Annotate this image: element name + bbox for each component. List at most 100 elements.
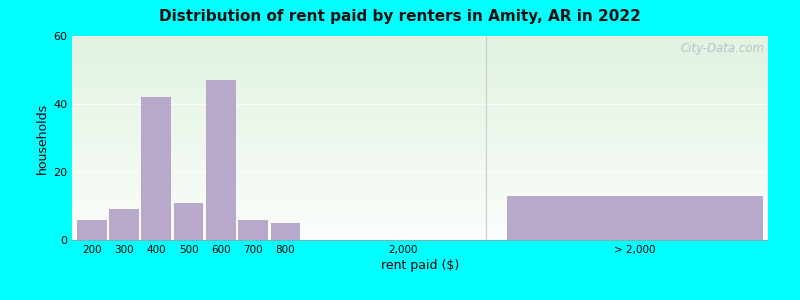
Bar bbox=[72, 123, 768, 124]
Bar bbox=[72, 110, 768, 111]
Bar bbox=[72, 131, 768, 133]
Bar bbox=[72, 207, 768, 209]
Bar bbox=[72, 156, 768, 157]
Bar bbox=[72, 127, 768, 128]
Bar bbox=[72, 225, 768, 226]
Bar bbox=[72, 96, 768, 97]
Bar bbox=[72, 215, 768, 217]
Bar bbox=[72, 186, 768, 187]
Bar bbox=[72, 88, 768, 89]
Bar bbox=[72, 218, 768, 220]
Bar bbox=[72, 232, 768, 233]
Bar bbox=[72, 195, 768, 196]
Bar bbox=[72, 44, 768, 46]
Bar bbox=[72, 238, 768, 240]
Bar bbox=[72, 69, 768, 70]
Bar bbox=[72, 63, 768, 64]
Bar bbox=[72, 226, 768, 228]
Bar bbox=[72, 56, 768, 58]
Bar bbox=[72, 52, 768, 54]
Bar bbox=[72, 104, 768, 105]
Bar bbox=[72, 158, 768, 160]
Bar bbox=[72, 46, 768, 47]
Bar bbox=[72, 82, 768, 84]
Bar bbox=[72, 61, 768, 62]
Bar bbox=[72, 157, 768, 158]
Bar bbox=[72, 41, 768, 43]
Bar bbox=[72, 55, 768, 56]
Bar bbox=[72, 205, 768, 206]
Bar bbox=[72, 176, 768, 177]
Bar bbox=[72, 233, 768, 235]
Bar bbox=[72, 64, 768, 66]
Bar bbox=[72, 214, 768, 215]
Bar bbox=[72, 77, 768, 78]
Bar bbox=[77, 220, 106, 240]
Bar bbox=[72, 184, 768, 186]
Bar bbox=[72, 66, 768, 67]
Bar bbox=[72, 48, 768, 50]
Bar bbox=[72, 116, 768, 118]
Bar bbox=[72, 138, 768, 140]
Bar bbox=[72, 126, 768, 127]
Bar bbox=[72, 236, 768, 237]
Bar bbox=[72, 168, 768, 169]
Bar bbox=[72, 222, 768, 224]
Bar bbox=[72, 153, 768, 154]
Bar bbox=[72, 122, 768, 123]
Bar bbox=[142, 97, 171, 240]
Bar bbox=[72, 183, 768, 184]
Bar bbox=[72, 51, 768, 52]
Bar bbox=[72, 221, 768, 222]
Bar bbox=[72, 165, 768, 166]
Bar bbox=[72, 148, 768, 149]
Bar bbox=[72, 105, 768, 107]
Bar bbox=[270, 223, 300, 240]
Bar bbox=[72, 201, 768, 202]
Bar bbox=[72, 229, 768, 230]
Bar bbox=[72, 146, 768, 148]
Bar bbox=[72, 103, 768, 104]
Bar bbox=[72, 119, 768, 120]
Bar bbox=[72, 164, 768, 165]
Bar bbox=[72, 62, 768, 63]
Bar bbox=[72, 128, 768, 130]
Bar bbox=[72, 161, 768, 163]
Bar bbox=[72, 190, 768, 191]
Y-axis label: households: households bbox=[36, 102, 49, 174]
Bar bbox=[72, 145, 768, 146]
Bar bbox=[72, 169, 768, 171]
Bar bbox=[72, 74, 768, 75]
Bar bbox=[72, 84, 768, 85]
Bar bbox=[206, 80, 236, 240]
Bar bbox=[72, 59, 768, 61]
Bar bbox=[72, 70, 768, 71]
Bar bbox=[72, 75, 768, 77]
Bar bbox=[72, 220, 768, 221]
Bar bbox=[72, 182, 768, 183]
Bar bbox=[72, 93, 768, 94]
Bar bbox=[72, 43, 768, 44]
Bar bbox=[72, 39, 768, 40]
Bar bbox=[72, 172, 768, 173]
Bar bbox=[72, 224, 768, 225]
Bar bbox=[72, 135, 768, 136]
Bar bbox=[507, 196, 762, 240]
Bar bbox=[72, 90, 768, 92]
Bar bbox=[72, 124, 768, 126]
Bar bbox=[72, 120, 768, 122]
Bar bbox=[72, 149, 768, 150]
Bar bbox=[72, 163, 768, 164]
Bar bbox=[72, 179, 768, 180]
Bar bbox=[72, 133, 768, 134]
Bar bbox=[72, 50, 768, 51]
Bar bbox=[72, 167, 768, 168]
Bar bbox=[72, 213, 768, 214]
Bar bbox=[72, 152, 768, 153]
Bar bbox=[72, 154, 768, 156]
Bar bbox=[72, 235, 768, 236]
Bar bbox=[72, 73, 768, 74]
Bar bbox=[72, 99, 768, 100]
Bar bbox=[72, 81, 768, 82]
Bar bbox=[72, 89, 768, 90]
